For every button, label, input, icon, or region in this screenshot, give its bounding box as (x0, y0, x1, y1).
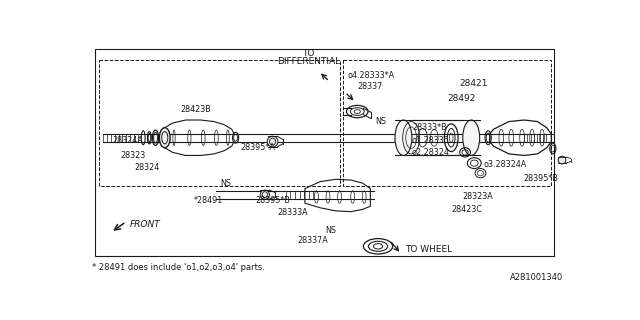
Text: 28333*B: 28333*B (413, 123, 447, 132)
Text: o3.28324A: o3.28324A (484, 160, 527, 169)
Text: 28337A: 28337A (297, 236, 328, 245)
Text: A281001340: A281001340 (510, 273, 564, 282)
Text: 28423C: 28423C (451, 205, 482, 214)
Text: NS: NS (220, 179, 231, 188)
Text: DIFFERENTIAL: DIFFERENTIAL (277, 57, 340, 66)
Text: o2.28324: o2.28324 (411, 148, 449, 157)
Text: 28492: 28492 (447, 94, 476, 103)
Text: 28323: 28323 (120, 151, 145, 160)
Text: 28423B: 28423B (180, 105, 211, 114)
Ellipse shape (395, 120, 412, 156)
Text: * 28491 does include 'o1,o2,o3,o4' parts.: * 28491 does include 'o1,o2,o3,o4' parts… (92, 263, 265, 272)
Text: 28421: 28421 (459, 78, 487, 88)
Text: TO: TO (303, 49, 315, 58)
Text: 28395*A: 28395*A (240, 143, 275, 152)
Text: 28324: 28324 (134, 163, 159, 172)
Ellipse shape (463, 120, 480, 156)
Text: NS: NS (376, 117, 387, 126)
Text: o4.28333*A: o4.28333*A (348, 71, 394, 80)
Text: NS: NS (325, 227, 336, 236)
Text: 28333A: 28333A (277, 208, 308, 217)
Ellipse shape (260, 190, 269, 199)
Text: 28395*B: 28395*B (524, 174, 559, 183)
Text: 28323A: 28323A (462, 192, 493, 201)
Text: 28395*B: 28395*B (255, 196, 291, 204)
Text: o1.28335: o1.28335 (411, 136, 449, 145)
Text: TO WHEEL: TO WHEEL (405, 245, 452, 254)
Ellipse shape (159, 128, 170, 148)
Ellipse shape (267, 136, 278, 147)
Text: *28491: *28491 (194, 196, 223, 204)
Text: 28324A: 28324A (113, 136, 143, 145)
Ellipse shape (558, 156, 566, 164)
Text: FRONT: FRONT (129, 220, 160, 229)
Text: 28337: 28337 (357, 82, 383, 91)
